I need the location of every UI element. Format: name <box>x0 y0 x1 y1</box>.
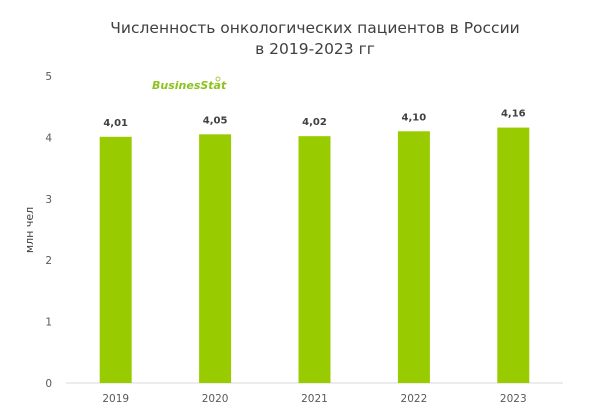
x-tick-label: 2022 <box>401 393 428 405</box>
data-label: 4,02 <box>302 117 327 128</box>
bar <box>497 127 530 384</box>
y-tick-label: 1 <box>45 317 52 329</box>
y-tick-label: 4 <box>45 132 52 144</box>
y-axis-label: млн чел <box>23 207 36 253</box>
x-tick-label: 2021 <box>301 393 328 405</box>
watermark-logo: BusinesStat <box>152 76 227 92</box>
bar <box>199 134 232 383</box>
bar <box>298 136 331 383</box>
bar-series <box>99 127 530 384</box>
y-tick-label: 2 <box>45 255 52 267</box>
x-axis-ticks: 2019 2020 2021 2022 2023 <box>102 393 526 405</box>
data-label: 4,16 <box>501 109 526 120</box>
chart-title-line1: Численность онкологических пациентов в Р… <box>110 19 519 37</box>
y-tick-label: 5 <box>45 71 52 83</box>
data-label: 4,10 <box>402 112 427 123</box>
y-tick-label: 0 <box>45 378 52 390</box>
x-tick-label: 2023 <box>500 393 527 405</box>
x-tick-label: 2019 <box>102 393 129 405</box>
data-label: 4,05 <box>203 115 228 126</box>
watermark-text: BusinesStat <box>152 79 227 92</box>
y-tick-label: 3 <box>45 194 52 206</box>
chart-title-line2: в 2019-2023 гг <box>255 40 375 58</box>
x-tick-label: 2020 <box>202 393 229 405</box>
data-label: 4,01 <box>103 118 128 129</box>
bar <box>397 131 430 383</box>
watermark-mark-icon <box>215 76 221 82</box>
bar <box>99 136 132 383</box>
data-labels: 4,01 4,05 4,02 4,10 4,16 <box>103 109 525 129</box>
y-axis-ticks: 0 1 2 3 4 5 <box>45 71 52 390</box>
